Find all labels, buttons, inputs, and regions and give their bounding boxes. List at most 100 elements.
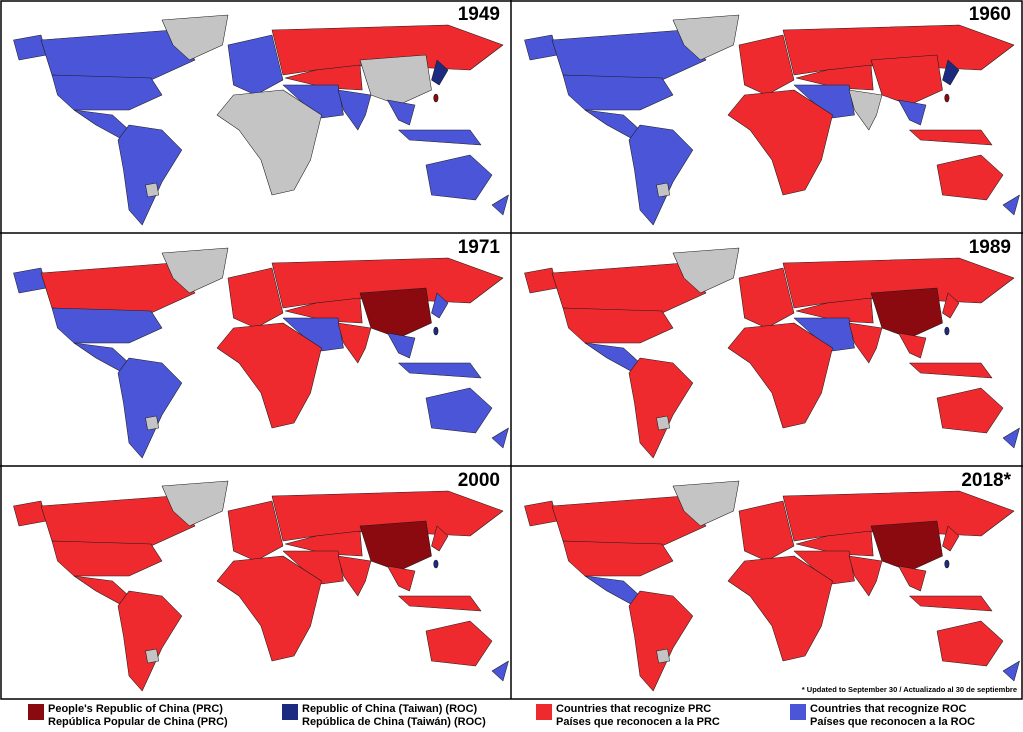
map-panel: 1960 [524,4,1020,226]
country-region [727,555,833,662]
country-region [898,99,927,126]
country-region [551,262,707,314]
country-region [40,262,196,314]
country-region [1002,427,1020,449]
map-panel: 1989 [524,237,1020,459]
map-panel: 1949 [13,4,509,226]
footnote: * Updated to September 30 / Actualizado … [802,685,1017,694]
country-region [551,29,707,81]
country-region [387,99,416,126]
country-region [40,29,196,81]
country-region [117,357,183,459]
country-region [431,292,449,319]
country-region [425,620,493,667]
country-region [387,565,416,592]
country-region [936,620,1004,667]
country-region [672,480,740,527]
country-region [793,550,855,585]
legend-label: Países que reconocen a la PRC [556,716,720,728]
country-region [387,332,416,359]
legend-label: Countries that recognize PRC [556,703,711,715]
country-region [942,525,960,552]
country-region [284,530,363,557]
country-region [433,93,439,103]
country-region [524,267,558,294]
country-region [944,93,950,103]
country-region [491,427,509,449]
country-region [628,590,694,692]
country-region [216,89,322,196]
map-panel: 1971 [13,237,509,459]
country-region [433,559,439,569]
country-region [551,495,707,547]
country-region [117,590,183,692]
country-region [425,154,493,201]
country-region [398,129,482,146]
country-region [227,500,284,562]
country-region [909,595,993,612]
country-region [51,307,163,344]
legend-label: Countries that recognize ROC [810,703,967,715]
country-region [738,500,795,562]
country-region [909,362,993,379]
country-region [161,247,229,294]
world-map [524,14,1020,226]
country-region [1002,660,1020,682]
country-region [898,565,927,592]
country-region [13,267,47,294]
country-region [942,292,960,319]
country-region [145,182,159,198]
legend-label: República Popular de China (PRC) [48,716,228,728]
world-map [13,247,509,459]
legend-swatch [536,704,552,720]
country-region [727,89,833,196]
country-region [942,59,960,86]
world-map [13,480,509,692]
country-region [337,322,372,364]
country-region [628,357,694,459]
country-region [898,332,927,359]
country-region [227,34,284,96]
country-region [738,34,795,96]
country-region [656,648,670,664]
country-region [848,555,883,597]
country-region [433,326,439,336]
legend-swatch [790,704,806,720]
year-label: 2000 [458,470,500,491]
world-map [524,480,1020,692]
country-region [13,34,47,61]
world-map [524,247,1020,459]
country-region [562,540,674,577]
year-label: 1971 [458,237,501,258]
country-region [337,89,372,131]
country-region [491,660,509,682]
country-region [282,84,344,119]
legend-label: Republic of China (Taiwan) (ROC) [302,703,478,715]
country-region [793,317,855,352]
country-region [398,595,482,612]
map-panel: 2000 [13,470,509,692]
country-region [425,387,493,434]
country-region [870,287,943,339]
country-region [431,525,449,552]
country-region [145,415,159,431]
country-region [161,14,229,61]
country-region [909,129,993,146]
year-label: 1989 [969,237,1011,258]
country-region [870,54,943,106]
country-region [284,64,363,91]
country-region [51,540,163,577]
country-region [359,54,432,106]
country-region [524,34,558,61]
year-label: 1960 [969,4,1011,25]
country-region [337,555,372,597]
country-region [795,64,874,91]
country-region [562,307,674,344]
world-map [13,14,509,226]
country-region [656,182,670,198]
country-region [216,555,322,662]
legend-label: República de China (Taiwán) (ROC) [302,716,486,728]
country-region [672,247,740,294]
country-region [227,267,284,329]
country-region [848,89,883,131]
